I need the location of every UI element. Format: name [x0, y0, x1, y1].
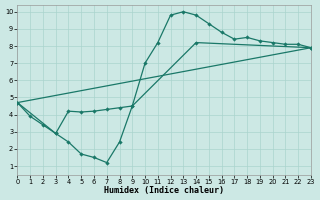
X-axis label: Humidex (Indice chaleur): Humidex (Indice chaleur): [104, 186, 224, 195]
